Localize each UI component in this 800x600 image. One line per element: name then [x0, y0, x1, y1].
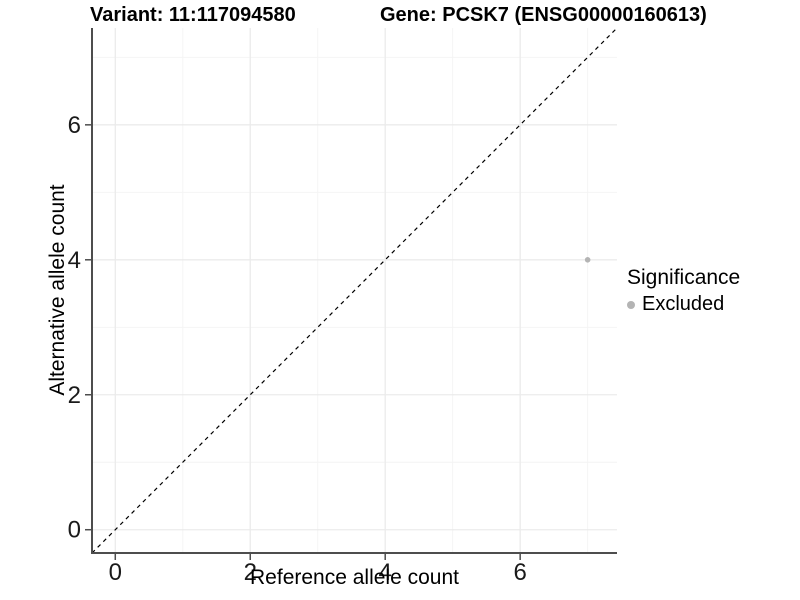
legend-title: Significance: [627, 266, 741, 289]
legend-item-label: Excluded: [642, 293, 725, 315]
x-tick-label: 4: [379, 559, 392, 586]
x-axis-title: Reference allele count: [250, 566, 459, 589]
y-tick-label: 0: [68, 517, 81, 544]
x-tick-label: 0: [109, 559, 122, 586]
y-tick-label: 4: [68, 247, 81, 274]
plot-title-variant: Variant: 11:117094580: [90, 4, 296, 26]
legend-item-excluded: Excluded: [627, 293, 740, 316]
x-tick-label: 6: [513, 559, 526, 586]
y-axis-title: Alternative allele count: [46, 184, 69, 396]
x-tick-label: 2: [244, 559, 257, 586]
identity-dashed-line: [91, 27, 618, 554]
legend: Significance Excluded: [627, 266, 740, 316]
legend-key-dot-icon: [627, 300, 635, 309]
y-tick-label: 2: [68, 382, 81, 409]
plot-title-gene: Gene: PCSK7 (ENSG00000160613): [380, 4, 707, 26]
data-point-excluded: [584, 256, 591, 263]
y-tick-label: 6: [68, 112, 81, 139]
